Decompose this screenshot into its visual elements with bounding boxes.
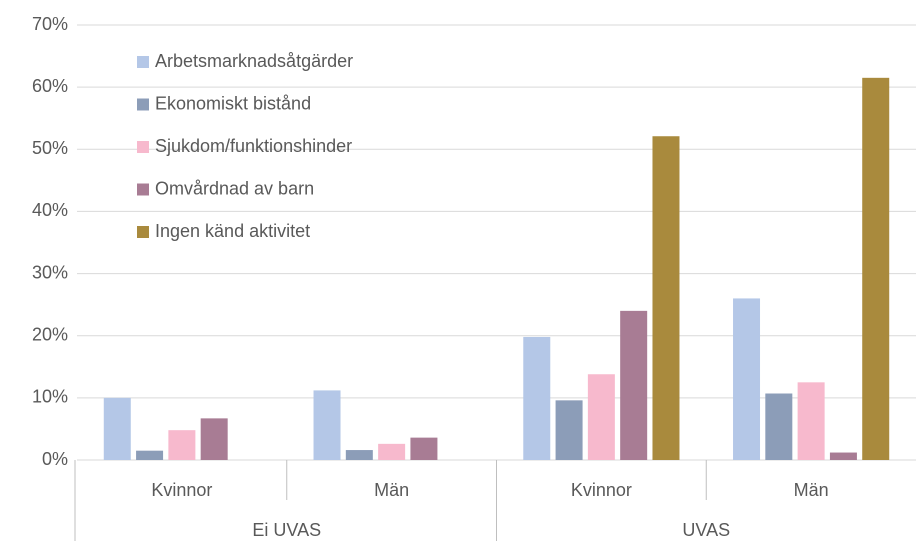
bar (200, 418, 228, 460)
bar (103, 397, 131, 460)
y-tick-label: 50% (32, 138, 68, 158)
bar (765, 393, 793, 460)
y-tick-label: 60% (32, 76, 68, 96)
legend-label: Arbetsmarknadsåtgärder (155, 51, 353, 71)
bar (378, 443, 406, 460)
bar (620, 310, 648, 460)
x-tick-label: Män (374, 480, 409, 500)
bar (555, 400, 583, 460)
bar (168, 430, 196, 460)
legend-swatch (137, 183, 149, 196)
bar (733, 298, 761, 460)
bar (410, 437, 438, 460)
y-tick-label: 10% (32, 387, 68, 407)
legend-swatch (137, 141, 149, 153)
x-tick-label: Kvinnor (151, 480, 212, 500)
legend-label: Ingen känd aktivitet (155, 221, 310, 241)
legend-label: Sjukdom/funktionshinder (155, 136, 352, 156)
legend-label: Ekonomiskt bistånd (155, 93, 311, 113)
y-tick-label: 70% (32, 14, 68, 34)
legend-label: Omvårdnad av barn (155, 178, 314, 198)
y-tick-label: 30% (32, 262, 68, 282)
x-tick-label: Kvinnor (571, 480, 632, 500)
group-label: Ei UVAS (252, 520, 321, 540)
bar (313, 390, 341, 460)
bar (862, 77, 890, 461)
y-tick-label: 0% (42, 449, 68, 469)
bar (523, 336, 551, 460)
y-tick-label: 40% (32, 200, 68, 220)
bar (345, 450, 373, 460)
bar (587, 374, 615, 460)
bar (136, 450, 164, 460)
legend-swatch (137, 56, 149, 68)
x-tick-label: Män (794, 480, 829, 500)
bar (829, 452, 857, 460)
bar (797, 382, 825, 460)
group-label: UVAS (682, 520, 730, 540)
y-tick-label: 20% (32, 324, 68, 344)
bar (652, 136, 680, 460)
legend-swatch (137, 226, 149, 238)
legend-swatch (137, 98, 149, 111)
